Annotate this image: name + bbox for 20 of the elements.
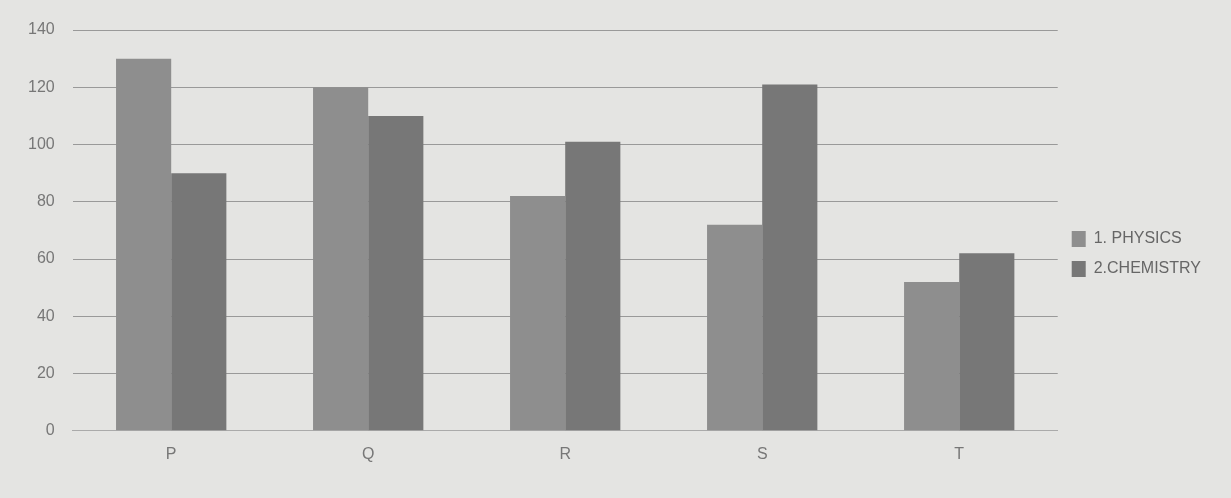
x-tick-label: R — [559, 444, 571, 462]
bar — [959, 253, 1015, 431]
y-tick-label: 140 — [27, 20, 55, 38]
legend-label: 2.CHEMISTRY — [1093, 259, 1202, 277]
bar — [368, 115, 424, 431]
y-tick-label: 100 — [27, 134, 55, 152]
y-tick-label: 40 — [36, 306, 55, 324]
x-tick-label: P — [165, 444, 177, 462]
x-tick-label: Q — [361, 444, 375, 462]
y-tick-label: 120 — [27, 77, 55, 95]
bar — [762, 84, 818, 431]
x-tick-label: S — [756, 444, 768, 462]
x-tick-label: T — [954, 444, 965, 462]
bar — [171, 173, 227, 431]
bar — [565, 141, 621, 431]
y-tick-label: 0 — [45, 421, 55, 439]
legend-label: 1. PHYSICS — [1093, 229, 1182, 247]
y-tick-label: 60 — [36, 249, 55, 267]
y-tick-label: 80 — [36, 192, 55, 210]
y-tick-label: 20 — [36, 363, 55, 381]
